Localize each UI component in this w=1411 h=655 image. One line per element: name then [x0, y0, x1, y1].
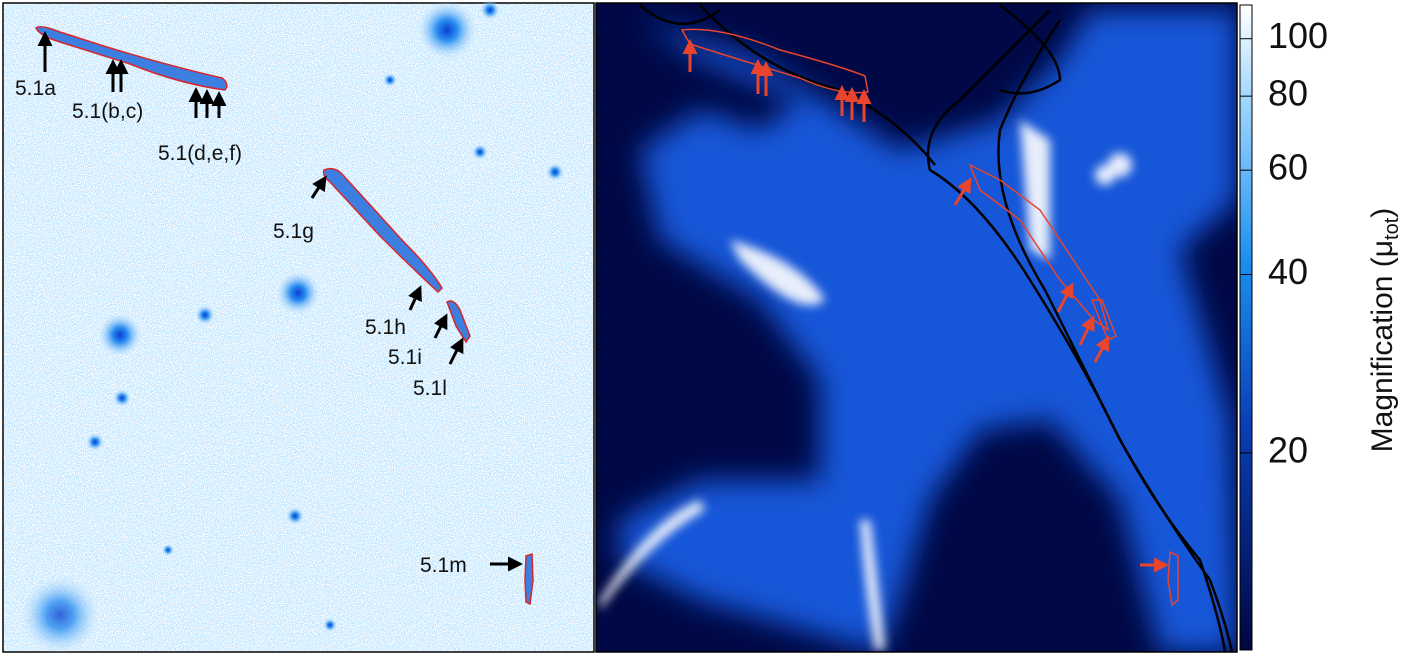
tick-label: 20 — [1268, 429, 1308, 470]
colorbar: Magnification (μtot) 20 40 60 80 100 — [1240, 5, 1403, 650]
image-label: 5.1l — [413, 377, 447, 400]
label-subscript: tot — [1381, 217, 1403, 240]
image-label: 5.1g — [273, 220, 314, 243]
image-label: 5.1h — [365, 316, 406, 339]
left-panel — [3, 0, 594, 655]
image-label: 5.1m — [420, 554, 467, 577]
image-label: 5.1(d,e,f) — [158, 142, 242, 165]
tick-label: 60 — [1268, 147, 1308, 188]
tick-label: 80 — [1268, 73, 1308, 114]
label-text: Magnification (μ — [1366, 240, 1399, 452]
image-label: 5.1a — [15, 77, 56, 100]
figure: Magnification (μtot) 20 40 60 80 100 5.1a 5.1… — [0, 0, 1411, 655]
tick-label: 100 — [1268, 15, 1328, 56]
colorbar-label: Magnification (μtot) — [1366, 208, 1403, 453]
right-panel — [596, 3, 1237, 652]
image-label: 5.1i — [388, 346, 422, 369]
label-text: ) — [1366, 208, 1399, 218]
image-label: 5.1(b,c) — [72, 100, 143, 123]
tick-label: 40 — [1268, 251, 1308, 292]
